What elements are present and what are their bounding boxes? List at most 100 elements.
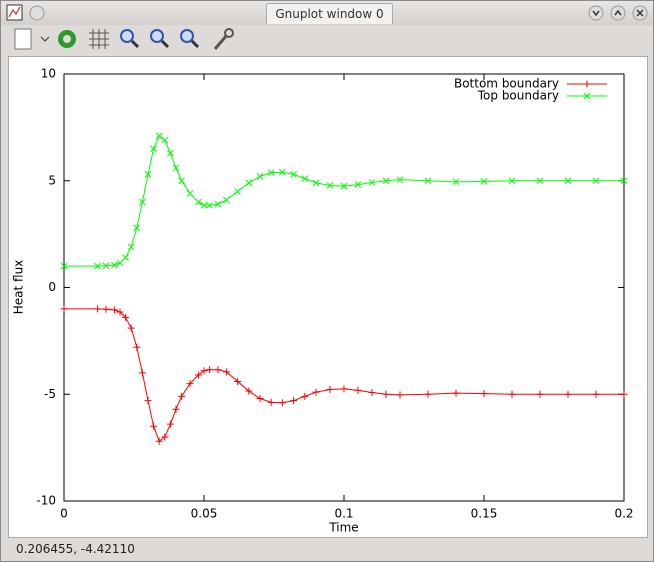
point-marker: [161, 433, 169, 441]
point-marker: [127, 243, 135, 251]
status-bar: 0.206455, -4.42110: [16, 542, 135, 556]
point-marker: [620, 390, 628, 398]
zoom-in-button[interactable]: [150, 29, 170, 49]
replot-button[interactable]: [58, 30, 76, 48]
point-marker: [312, 179, 320, 187]
point-marker: [256, 173, 264, 180]
legend-label: Top boundary: [477, 89, 559, 103]
point-marker: [195, 198, 202, 206]
zoom-reset-button[interactable]: [180, 29, 200, 49]
point-marker: [60, 305, 68, 313]
point-marker: [480, 178, 488, 185]
point-marker: [536, 390, 544, 398]
point-marker: [452, 389, 460, 397]
point-marker: [234, 188, 241, 195]
plot-border: [63, 73, 625, 502]
y-tick-label: 5: [48, 173, 56, 187]
grid-button[interactable]: [89, 29, 109, 49]
legend-marker: [583, 92, 591, 100]
point-marker: [206, 366, 214, 374]
point-marker: [200, 367, 208, 375]
export-button[interactable]: [14, 28, 50, 50]
point-marker: [172, 405, 180, 413]
point-marker: [301, 175, 309, 182]
y-tick-label: -10: [36, 494, 56, 508]
point-marker: [564, 177, 572, 185]
y-tick-label: 0: [48, 280, 56, 294]
series-line: [64, 308, 624, 443]
point-marker: [396, 391, 404, 399]
point-marker: [178, 177, 185, 185]
point-marker: [326, 182, 334, 189]
point-marker: [620, 177, 628, 185]
point-marker: [178, 392, 186, 400]
point-marker: [166, 420, 174, 428]
point-marker: [138, 369, 146, 377]
point-marker: [110, 306, 118, 314]
point-marker: [592, 390, 600, 398]
point-marker: [564, 390, 572, 398]
point-marker: [150, 145, 157, 153]
point-marker: [424, 390, 432, 398]
plot-area: Time Heat flux -10 -5 0 5 10 0 0.05 0.1 0.15 0.2 B…: [8, 56, 648, 538]
point-marker: [102, 305, 110, 313]
point-marker: [186, 380, 194, 388]
point-marker: [267, 398, 275, 406]
minimize-button[interactable]: [588, 5, 604, 21]
point-marker: [102, 262, 110, 270]
point-marker: [167, 149, 174, 157]
point-marker: [139, 198, 146, 206]
settings-button[interactable]: [213, 28, 234, 50]
x-tick-label: 0.05: [191, 507, 218, 521]
point-marker: [234, 377, 242, 385]
point-marker: [340, 385, 348, 393]
point-marker: [480, 390, 488, 398]
zoom-out-button[interactable]: [120, 29, 140, 49]
point-marker: [368, 389, 376, 397]
y-tick-label: 10: [41, 67, 56, 81]
point-marker: [256, 395, 264, 403]
point-marker: [172, 164, 180, 172]
point-marker: [206, 201, 213, 209]
point-marker: [536, 177, 544, 185]
x-tick-label: 0.1: [334, 507, 353, 521]
y-tick-label: -5: [44, 387, 56, 401]
menu-button[interactable]: [29, 5, 45, 21]
point-marker: [133, 343, 141, 351]
title-bar: Gnuplot window 0: [1, 1, 653, 25]
x-axis-label: Time: [328, 521, 358, 535]
point-marker: [290, 397, 298, 405]
point-marker: [301, 392, 309, 400]
point-marker: [150, 422, 158, 430]
point-marker: [222, 368, 230, 376]
point-marker: [279, 168, 286, 176]
toolbar: [1, 25, 653, 55]
point-marker: [155, 132, 163, 140]
series-line: [64, 135, 624, 267]
point-marker: [214, 200, 222, 208]
legend-label: Bottom boundary: [454, 77, 559, 91]
x-tick-label: 0.15: [471, 507, 498, 521]
point-marker: [508, 177, 516, 185]
point-marker: [508, 390, 516, 398]
chart: Time Heat flux -10 -5 0 5 10 0 0.05 0.1 0.15 0.2 B…: [12, 67, 634, 535]
point-marker: [245, 387, 253, 395]
point-marker: [354, 386, 362, 394]
point-marker: [278, 399, 286, 407]
point-marker: [396, 176, 404, 184]
point-marker: [127, 324, 135, 332]
point-marker: [144, 170, 152, 178]
point-marker: [200, 201, 208, 209]
title-bar-icons: [6, 4, 648, 21]
window-button-glyphs: [592, 9, 644, 17]
maximize-button[interactable]: [610, 5, 626, 21]
point-marker: [194, 371, 202, 379]
point-marker: [155, 437, 163, 445]
point-marker: [223, 196, 230, 204]
point-marker: [94, 262, 101, 270]
point-marker: [144, 397, 152, 405]
y-axis-label: Heat flux: [12, 260, 26, 315]
window-title: Gnuplot window 0: [266, 3, 393, 24]
